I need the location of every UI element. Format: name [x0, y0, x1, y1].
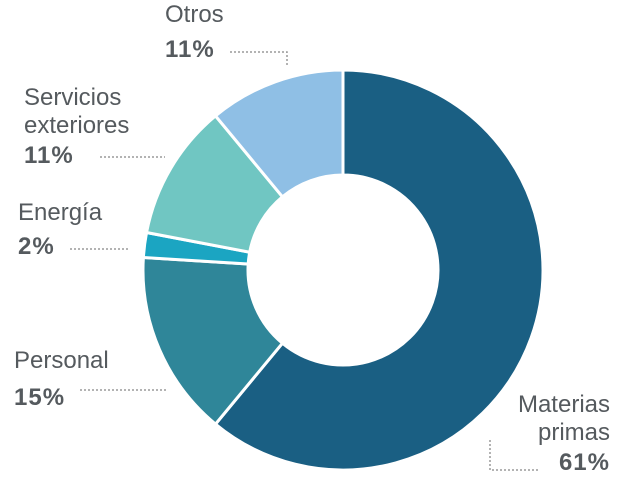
value-label: 2%: [18, 233, 55, 260]
leader-line: [230, 51, 288, 66]
value-label: 11%: [165, 36, 215, 63]
donut-slice: [213, 68, 545, 472]
category-label: Materias primas: [518, 391, 610, 446]
value-label: 61%: [559, 449, 610, 476]
category-label: Personal: [14, 347, 109, 374]
category-label: Servicios exteriores: [24, 84, 129, 139]
category-label: Otros: [165, 1, 224, 28]
donut-slice: [213, 68, 345, 199]
leader-line: [489, 440, 540, 471]
value-label: 15%: [14, 384, 65, 411]
value-label: 11%: [24, 142, 74, 169]
category-label: Energía: [18, 199, 103, 226]
